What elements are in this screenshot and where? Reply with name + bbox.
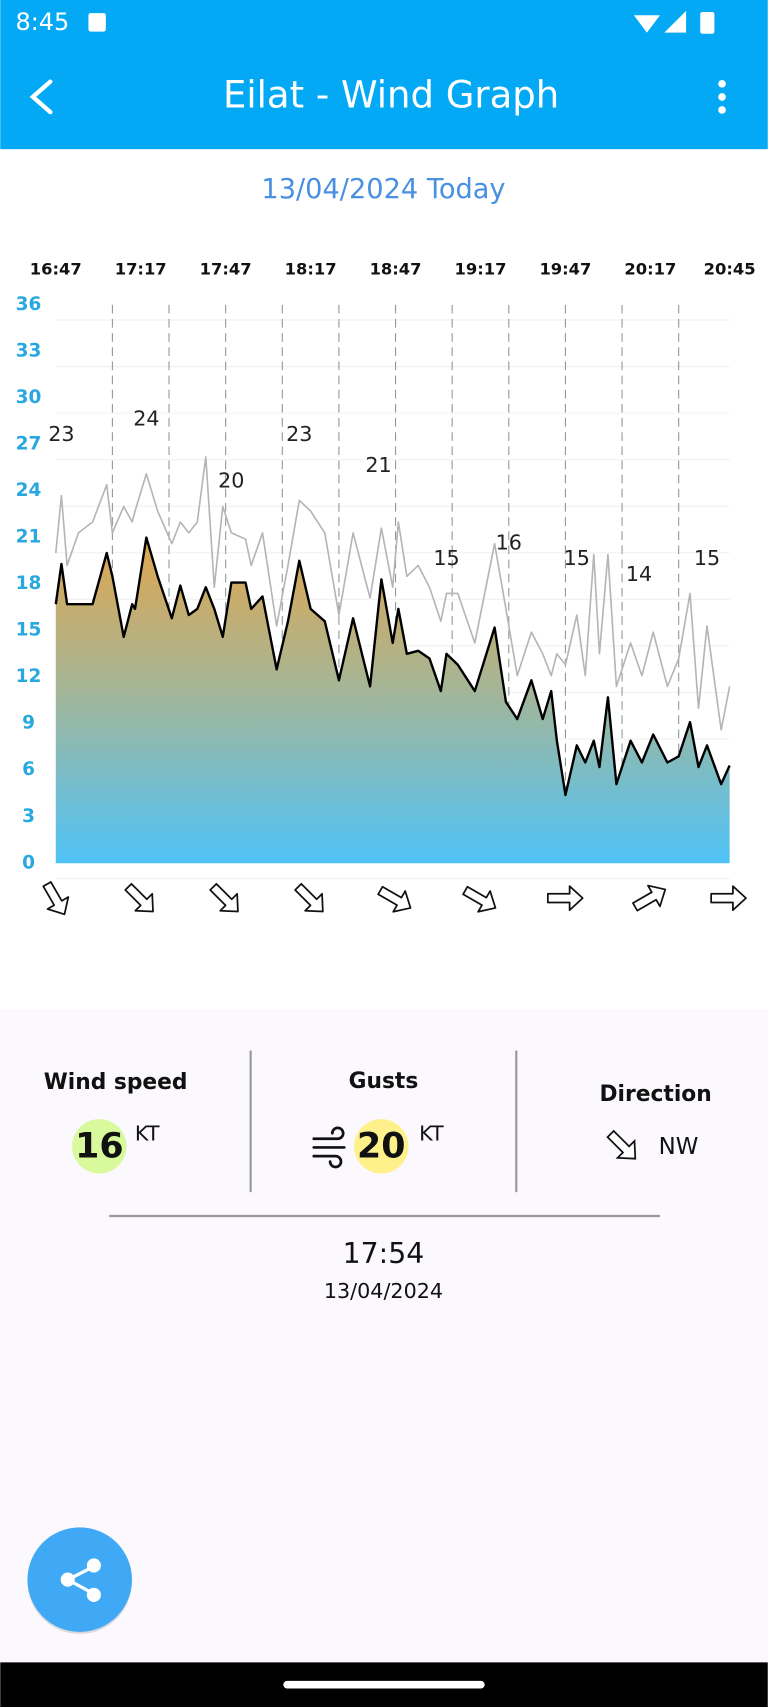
x-tick-label: 20:45	[704, 259, 756, 278]
y-tick-label: 21	[16, 527, 42, 548]
wind-speed-unit: KT	[135, 1121, 160, 1145]
y-tick-label: 12	[16, 666, 42, 687]
menu-button[interactable]	[718, 80, 726, 114]
y-tick-label: 24	[16, 480, 42, 501]
peak-label: 15	[694, 546, 720, 570]
direction-arrow	[710, 885, 747, 911]
wind-speed-badge	[72, 1119, 127, 1174]
direction-value: NW	[659, 1134, 699, 1160]
summary-time: 17:54	[343, 1237, 425, 1270]
series-line	[54, 536, 731, 797]
y-tick-label: 27	[16, 433, 42, 454]
back-button[interactable]	[29, 79, 53, 115]
direction-arrows	[42, 881, 747, 916]
signal-icon	[664, 10, 687, 33]
date-label: 13/04/2024 Today	[261, 174, 505, 205]
direction-arrow	[209, 882, 239, 913]
y-tick-label: 15	[16, 620, 42, 641]
direction-arrow	[294, 882, 324, 913]
direction-arrow	[546, 885, 584, 911]
direction-arrow	[462, 885, 497, 913]
peak-label: 23	[48, 422, 74, 446]
y-tick-label: 36	[16, 294, 42, 315]
peak-label: 16	[496, 531, 522, 555]
x-tick-label: 18:17	[285, 259, 337, 278]
direction-label: Direction	[599, 1082, 711, 1107]
x-tick-label: 18:47	[370, 259, 422, 278]
peak-label: 21	[365, 453, 391, 477]
peak-label: 15	[433, 546, 459, 570]
direction-icon	[606, 1129, 637, 1160]
x-tick-label: 17:47	[200, 259, 252, 278]
direction-arrow	[377, 885, 412, 913]
app-bar	[0, 0, 768, 150]
direction-arrow	[632, 884, 667, 912]
series-line	[54, 456, 731, 731]
status-time: 8:45	[15, 8, 69, 36]
share-icon	[60, 1558, 101, 1602]
direction-arrow	[42, 881, 70, 916]
x-tick-label: 16:47	[30, 259, 82, 278]
x-tick-label: 19:47	[539, 259, 591, 278]
wind-speed-label: Wind speed	[44, 1070, 188, 1095]
peak-label: 23	[286, 422, 312, 446]
wifi-icon	[633, 15, 660, 33]
gusts-value: 20	[357, 1126, 405, 1166]
header-title: Eilat - Wind Graph	[223, 73, 559, 116]
share-button[interactable]	[27, 1527, 132, 1632]
area-fill	[55, 537, 730, 864]
y-tick-label: 18	[16, 573, 42, 594]
home-indicator	[283, 1680, 485, 1689]
gusts-badge	[354, 1119, 409, 1174]
direction-arrow	[124, 882, 154, 913]
peak-label: 14	[626, 562, 652, 586]
gust-icon	[312, 1126, 346, 1169]
gusts-label: Gusts	[349, 1069, 419, 1094]
y-tick-label: 3	[22, 806, 35, 827]
y-tick-label: 6	[22, 759, 35, 780]
gusts-unit: KT	[419, 1121, 444, 1145]
chart-panel	[0, 149, 768, 1010]
status-icon	[88, 13, 106, 32]
x-tick-label: 19:17	[455, 259, 507, 278]
y-tick-label: 9	[22, 713, 35, 734]
y-tick-label: 30	[16, 387, 42, 408]
peak-label: 15	[564, 546, 590, 570]
peak-label: 20	[218, 469, 244, 493]
x-tick-label: 17:17	[115, 259, 167, 278]
x-tick-label: 20:17	[624, 259, 676, 278]
summary-date: 13/04/2024	[324, 1279, 443, 1303]
battery-icon	[700, 11, 715, 34]
peak-label: 24	[133, 407, 159, 431]
y-tick-label: 33	[16, 340, 42, 361]
y-tick-label: 0	[22, 852, 35, 873]
wind-speed-value: 16	[75, 1126, 123, 1166]
